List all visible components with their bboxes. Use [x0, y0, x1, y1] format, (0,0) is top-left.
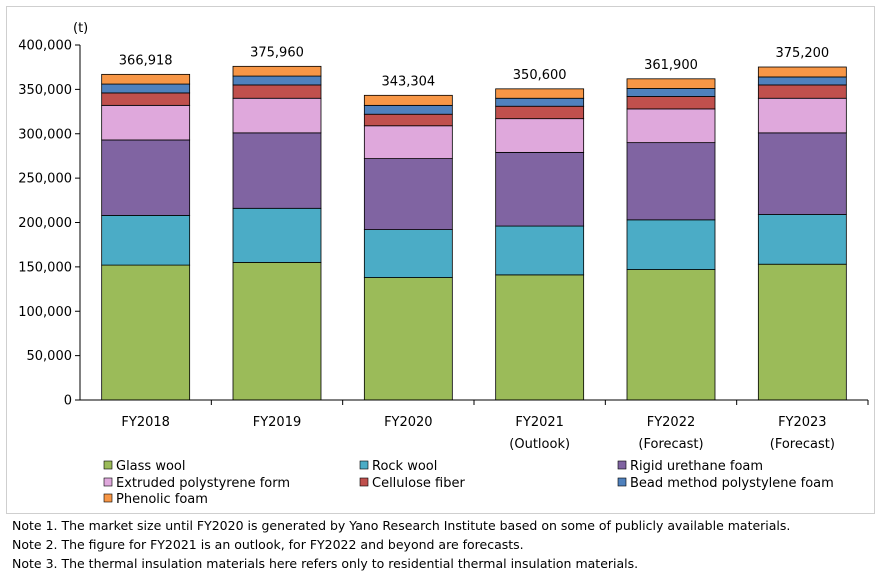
- y-tick-label: 100,000: [18, 305, 72, 320]
- legend-swatch: [359, 477, 369, 487]
- legend-label: Rigid urethane foam: [630, 459, 763, 474]
- y-tick-label: 200,000: [18, 216, 72, 231]
- category-label: FY2023: [778, 415, 827, 430]
- category-label: FY2022: [647, 415, 696, 430]
- y-tick-label: 250,000: [18, 172, 72, 187]
- total-label: 361,900: [644, 58, 698, 73]
- bar-segment: [495, 225, 585, 276]
- bar-segment: [101, 139, 191, 216]
- note-1: Note 1. The market size until FY2020 is …: [12, 518, 791, 533]
- chart-frame: (t) 0 50,000 100,000 150,000 200,000 250,000 30…: [6, 6, 875, 514]
- bar-segment: [363, 277, 453, 401]
- bar-segment: [626, 219, 716, 270]
- bar-segment: [626, 96, 716, 110]
- bar-segment: [757, 214, 847, 265]
- bar-segment: [363, 229, 453, 278]
- bar-segment: [232, 132, 322, 209]
- bar-segment: [495, 151, 585, 227]
- legend-swatch: [617, 477, 627, 487]
- bar-segment: [626, 78, 716, 89]
- legend-swatch: [359, 460, 369, 470]
- bar-segment: [495, 274, 585, 401]
- bar-segment: [495, 88, 585, 99]
- y-tick-label: 300,000: [18, 127, 72, 142]
- bar-segment: [626, 88, 716, 97]
- category-label: (Outlook): [509, 437, 570, 452]
- bar-segment: [495, 105, 585, 120]
- notes: Note 1. The market size until FY2020 is …: [12, 516, 790, 573]
- bar-segment: [757, 263, 847, 401]
- bar-segment: [101, 214, 191, 266]
- bar-segment: [757, 66, 847, 78]
- bar-segment: [232, 207, 322, 263]
- category-label: FY2019: [253, 415, 302, 430]
- bar-segment: [101, 92, 191, 106]
- bar-segment: [363, 125, 453, 159]
- bar-segment: [757, 132, 847, 215]
- bar-segment: [495, 118, 585, 153]
- legend-label: Phenolic foam: [116, 492, 208, 507]
- category-label: FY2021: [515, 415, 564, 430]
- bar-segment: [232, 262, 322, 401]
- bar-segment: [363, 113, 453, 127]
- legend-swatch: [617, 460, 627, 470]
- legend-label: Rock wool: [372, 459, 437, 474]
- bar-segment: [232, 97, 322, 134]
- bar-segment: [101, 83, 191, 94]
- bar-segment: [101, 104, 191, 141]
- category-label: (Forecast): [638, 437, 703, 452]
- total-label: 350,600: [513, 68, 567, 83]
- bar-segment: [363, 104, 453, 115]
- legend-swatch: [103, 460, 113, 470]
- total-label: 375,960: [250, 45, 304, 60]
- y-tick-label: 50,000: [27, 349, 73, 364]
- y-tick-label: 350,000: [18, 83, 72, 98]
- bar-segment: [495, 97, 585, 107]
- category-label: FY2018: [121, 415, 170, 430]
- bar-segment: [626, 108, 716, 144]
- bar-segment: [232, 84, 322, 99]
- legend-label: Bead method polystylene foam: [630, 476, 834, 491]
- bar-segment: [363, 158, 453, 231]
- bar-segment: [101, 264, 191, 401]
- category-label: (Forecast): [770, 437, 835, 452]
- bar-segment: [757, 76, 847, 86]
- bar-segment: [626, 142, 716, 221]
- y-tick-label: 0: [64, 394, 72, 409]
- category-label: FY2020: [384, 415, 433, 430]
- y-tick-label: 400,000: [18, 39, 72, 54]
- bar-segment: [626, 269, 716, 401]
- y-tick-label: 150,000: [18, 260, 72, 275]
- bar-segment: [232, 65, 322, 77]
- y-unit-label: (t): [73, 21, 88, 36]
- legend-swatch: [103, 493, 113, 503]
- bar-segment: [757, 97, 847, 134]
- legend-label: Extruded polystyrene form: [116, 476, 290, 491]
- legend-swatch: [103, 477, 113, 487]
- bar-segment: [232, 75, 322, 86]
- bar-segment: [101, 73, 191, 85]
- stacked-bar-chart: (t) 0 50,000 100,000 150,000 200,000 250,000 30…: [18, 21, 869, 507]
- total-label: 343,304: [381, 74, 435, 89]
- total-label: 375,200: [775, 46, 829, 61]
- note-3: Note 3. The thermal insulation materials…: [12, 556, 639, 571]
- total-label: 366,918: [119, 53, 173, 68]
- bar-segment: [757, 84, 847, 99]
- bar-segment: [363, 94, 453, 106]
- note-2: Note 2. The figure for FY2021 is an outl…: [12, 537, 524, 552]
- legend-label: Cellulose fiber: [372, 476, 465, 491]
- legend-label: Glass wool: [116, 459, 185, 474]
